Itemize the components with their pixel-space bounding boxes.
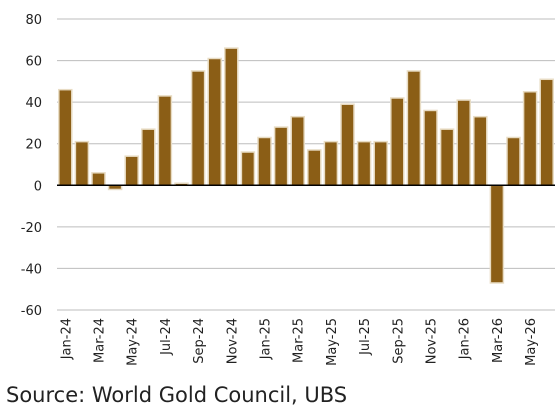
y-tick-label: 60 <box>25 55 42 70</box>
x-tick-label: Mar-24 <box>93 318 108 363</box>
bar <box>390 97 405 187</box>
bar <box>257 136 272 187</box>
bar <box>522 91 538 187</box>
bar <box>74 140 90 187</box>
y-tick-label: 20 <box>25 138 42 153</box>
y-tick-label: -20 <box>21 221 42 236</box>
x-tick-label: Sep-24 <box>192 318 207 364</box>
x-tick-label: May-26 <box>524 318 539 366</box>
y-tick-label: 40 <box>25 96 42 111</box>
x-tick-label: Mar-26 <box>491 318 506 363</box>
source-note: Source: World Gold Council, UBS <box>6 383 347 407</box>
x-tick-label: May-25 <box>325 318 340 366</box>
y-tick-label: -60 <box>21 304 42 319</box>
bar <box>406 70 422 187</box>
bar <box>423 109 438 187</box>
bar <box>373 140 388 187</box>
x-tick-label: May-24 <box>126 318 141 366</box>
bar <box>539 78 554 187</box>
bar <box>340 103 355 187</box>
bar <box>489 184 505 284</box>
y-tick-label: 80 <box>25 13 42 28</box>
x-tick-label: Mar-25 <box>292 318 307 363</box>
bar <box>58 88 73 187</box>
x-tick-label: Jul-25 <box>358 318 373 356</box>
bar <box>157 95 173 187</box>
bar <box>91 172 106 187</box>
bar <box>190 70 206 187</box>
y-tick-label: -40 <box>21 262 42 277</box>
x-tick-label: Jul-24 <box>159 318 174 356</box>
bar <box>323 140 339 187</box>
bar <box>356 140 372 187</box>
bar <box>473 115 488 187</box>
bar <box>224 47 239 187</box>
bar <box>207 57 222 187</box>
bar <box>439 128 455 187</box>
x-tick-label: Nov-24 <box>225 318 240 364</box>
bar <box>124 155 139 187</box>
bar <box>240 151 256 187</box>
x-tick-label: Jan-24 <box>59 318 74 360</box>
bar <box>141 128 156 187</box>
bar <box>506 136 521 187</box>
bar <box>456 99 471 187</box>
bar <box>290 115 305 187</box>
bar <box>307 149 322 187</box>
x-tick-label: Nov-25 <box>425 318 440 364</box>
x-tick-label: Jan-25 <box>259 318 274 360</box>
x-tick-label: Sep-25 <box>391 318 406 364</box>
y-tick-label: 0 <box>34 179 42 194</box>
bar <box>273 126 289 187</box>
x-tick-label: Jan-26 <box>458 318 473 360</box>
